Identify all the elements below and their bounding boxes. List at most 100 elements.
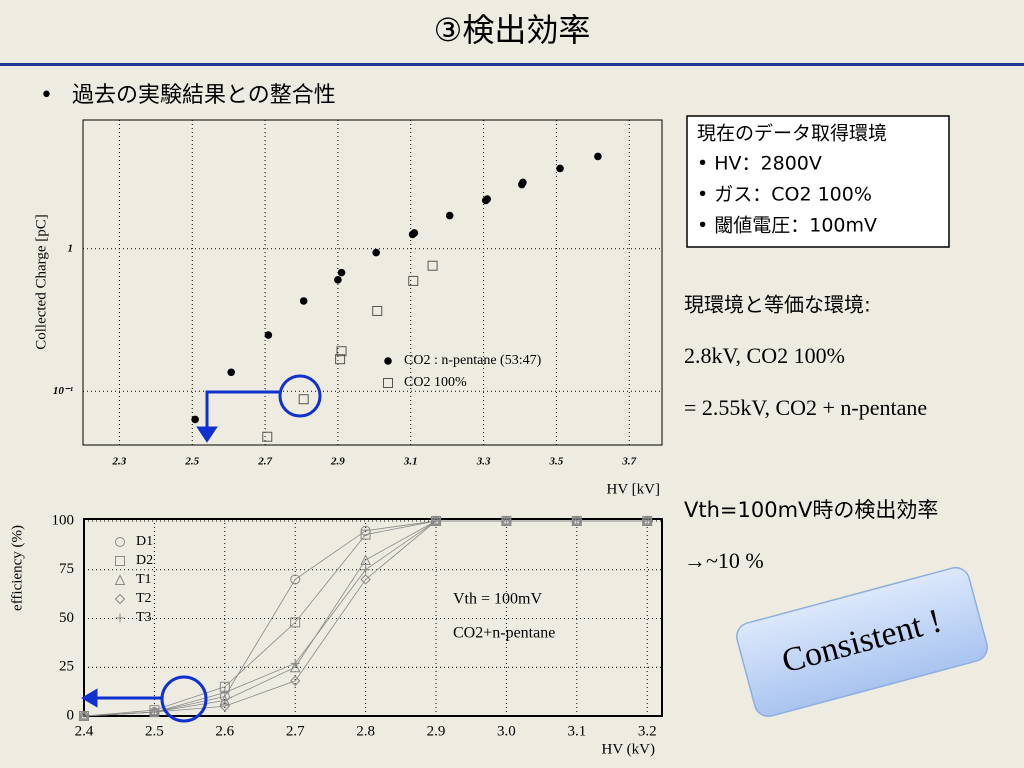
y-axis-label: efficiency (%)	[9, 525, 25, 611]
note: 2.8kV, CO2 100%	[684, 343, 845, 368]
marker	[299, 297, 308, 305]
marker	[360, 554, 371, 565]
marker	[360, 574, 371, 585]
marker	[115, 556, 125, 566]
marker	[290, 617, 301, 628]
marker	[219, 701, 231, 712]
marker	[427, 260, 438, 271]
note: = 2.55kV, CO2 + n-pentane	[684, 395, 927, 420]
legend-label: T2	[136, 591, 152, 606]
x-tick-label: 3.0	[497, 723, 516, 739]
note: Vth=100mV時の検出効率	[684, 498, 938, 522]
legend-label: D2	[136, 553, 153, 568]
x-tick-label: 2.4	[75, 723, 94, 739]
box-line: • 閾値電圧：100mV	[697, 215, 877, 237]
marker	[220, 688, 230, 698]
marker	[289, 675, 301, 687]
annotation: Vth = 100mV	[453, 591, 542, 608]
marker	[372, 248, 380, 257]
marker	[556, 164, 564, 173]
legend-label: T3	[136, 610, 152, 625]
x-tick-label: 3.3	[476, 456, 491, 468]
marker	[383, 378, 393, 388]
arrow-head	[196, 426, 218, 443]
marker	[361, 565, 371, 575]
highlights	[81, 374, 322, 723]
marker	[290, 574, 301, 585]
marker	[262, 431, 273, 442]
marker	[227, 368, 236, 377]
highlight-circle	[278, 374, 322, 418]
marker	[298, 394, 309, 405]
box-line: • ガス：CO2 100%	[697, 184, 872, 206]
y-tick-label: 1	[68, 242, 74, 254]
marker	[290, 658, 300, 668]
y-tick-label: 75	[59, 561, 74, 577]
box-line: 現在のデータ取得環境	[697, 123, 887, 145]
bullet: 過去の実験結果との整合性	[72, 83, 336, 108]
marker	[149, 707, 159, 717]
marker	[519, 178, 527, 187]
info-box	[686, 115, 950, 248]
box-line: • HV：2800V	[697, 153, 822, 175]
x-axis-label: HV (kV)	[602, 741, 655, 757]
x-tick-label: 2.3	[112, 456, 127, 468]
marker	[483, 195, 492, 203]
marker	[336, 346, 347, 357]
marker	[572, 516, 582, 526]
x-tick-label: 3.7	[621, 456, 636, 468]
badge: Consistent !	[736, 566, 988, 718]
marker	[431, 516, 441, 526]
marker	[360, 529, 371, 540]
marker	[410, 229, 419, 237]
annotation: CO2+n-pentane	[453, 625, 555, 642]
bullet-dot: •	[40, 83, 53, 108]
x-axis-label: HV [kV]	[607, 481, 660, 497]
x-tick-label: 3.1	[403, 456, 418, 468]
marker	[445, 211, 454, 220]
legend-label: D1	[136, 534, 153, 549]
slide-title: ③検出効率	[434, 11, 591, 49]
marker	[642, 516, 652, 526]
x-tick-label: 3.1	[567, 723, 586, 739]
marker	[219, 694, 231, 706]
marker	[372, 305, 383, 316]
marker	[191, 415, 199, 424]
note: 現環境と等価な環境:	[684, 293, 871, 317]
x-tick-label: 2.6	[215, 723, 234, 739]
x-tick-label: 3.2	[638, 723, 657, 739]
y-axis-label: Collected Charge [pC]	[33, 214, 49, 350]
marker	[115, 537, 125, 547]
note: →~10 %	[684, 548, 764, 573]
badge-box	[736, 566, 988, 718]
marker	[337, 268, 346, 277]
marker	[501, 516, 511, 526]
y-tick-label: 50	[59, 610, 74, 626]
marker	[79, 711, 89, 721]
x-tick-label: 3.5	[549, 456, 564, 468]
marker	[264, 331, 273, 339]
marker	[594, 152, 602, 161]
legend-label: CO2 100%	[404, 375, 467, 390]
arrow-head	[81, 688, 98, 708]
legend-label: T1	[136, 572, 152, 587]
x-tick-label: 2.5	[145, 723, 164, 739]
x-tick-label: 2.5	[184, 456, 199, 468]
x-tick-label: 2.9	[427, 723, 446, 739]
y-tick-label: 0	[67, 707, 75, 723]
marker	[335, 354, 346, 365]
marker	[114, 593, 126, 605]
title-rule	[0, 63, 1024, 66]
marker	[334, 276, 342, 284]
marker	[115, 613, 125, 623]
x-tick-label: 2.7	[257, 456, 272, 468]
highlight-arrow	[205, 390, 280, 432]
charts: 2.3 2.5 2.7 2.9 3.1 3.3 3.5 3.7 10⁻¹ 1 HV [kV] Coll…	[9, 119, 663, 757]
marker	[384, 357, 392, 365]
y-tick-label: 100	[52, 512, 75, 528]
plot-frame	[82, 119, 663, 446]
marker	[408, 275, 419, 286]
marker	[114, 574, 126, 585]
